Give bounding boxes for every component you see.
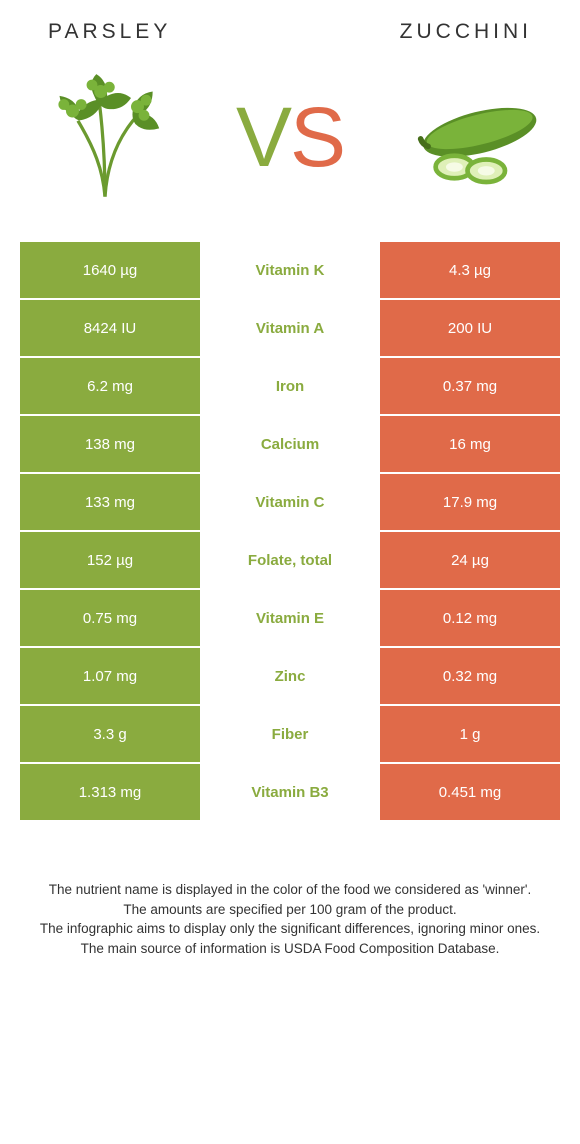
table-row: 1.07 mgZinc0.32 mg [20,648,560,704]
nutrient-label: Vitamin C [202,474,378,530]
footnote-line: The amounts are specified per 100 gram o… [28,900,552,920]
nutrient-label: Vitamin K [202,242,378,298]
nutrient-label: Folate, total [202,532,378,588]
right-value: 24 µg [380,532,560,588]
right-value: 0.451 mg [380,764,560,820]
nutrient-label: Calcium [202,416,378,472]
footnote-line: The nutrient name is displayed in the co… [28,880,552,900]
header: Parsley Zucchini [0,0,580,52]
footnotes: The nutrient name is displayed in the co… [0,820,580,958]
table-row: 138 mgCalcium16 mg [20,416,560,472]
table-row: 152 µgFolate, total24 µg [20,532,560,588]
left-value: 133 mg [20,474,200,530]
right-value: 4.3 µg [380,242,560,298]
right-value: 0.12 mg [380,590,560,646]
zucchini-image [400,67,550,207]
right-value: 200 IU [380,300,560,356]
nutrient-label: Fiber [202,706,378,762]
left-value: 0.75 mg [20,590,200,646]
table-row: 133 mgVitamin C17.9 mg [20,474,560,530]
nutrient-label: Vitamin A [202,300,378,356]
left-value: 1640 µg [20,242,200,298]
footnote-line: The infographic aims to display only the… [28,919,552,939]
table-row: 0.75 mgVitamin E0.12 mg [20,590,560,646]
right-food-title: Zucchini [400,20,532,44]
right-value: 16 mg [380,416,560,472]
right-value: 1 g [380,706,560,762]
left-value: 1.313 mg [20,764,200,820]
left-value: 152 µg [20,532,200,588]
table-row: 6.2 mgIron0.37 mg [20,358,560,414]
parsley-image [30,67,180,207]
left-value: 3.3 g [20,706,200,762]
hero-row: VS [0,52,580,242]
left-value: 6.2 mg [20,358,200,414]
table-row: 3.3 gFiber1 g [20,706,560,762]
right-value: 0.37 mg [380,358,560,414]
nutrient-table: 1640 µgVitamin K4.3 µg8424 IUVitamin A20… [20,242,560,820]
nutrient-label: Zinc [202,648,378,704]
vs-label: VS [236,89,344,186]
nutrient-label: Iron [202,358,378,414]
table-row: 1640 µgVitamin K4.3 µg [20,242,560,298]
left-value: 1.07 mg [20,648,200,704]
left-value: 8424 IU [20,300,200,356]
table-row: 1.313 mgVitamin B30.451 mg [20,764,560,820]
table-row: 8424 IUVitamin A200 IU [20,300,560,356]
right-value: 17.9 mg [380,474,560,530]
left-value: 138 mg [20,416,200,472]
vs-v: V [236,90,290,184]
nutrient-label: Vitamin B3 [202,764,378,820]
vs-s: S [290,90,344,184]
footnote-line: The main source of information is USDA F… [28,939,552,959]
nutrient-label: Vitamin E [202,590,378,646]
right-value: 0.32 mg [380,648,560,704]
left-food-title: Parsley [48,20,171,44]
